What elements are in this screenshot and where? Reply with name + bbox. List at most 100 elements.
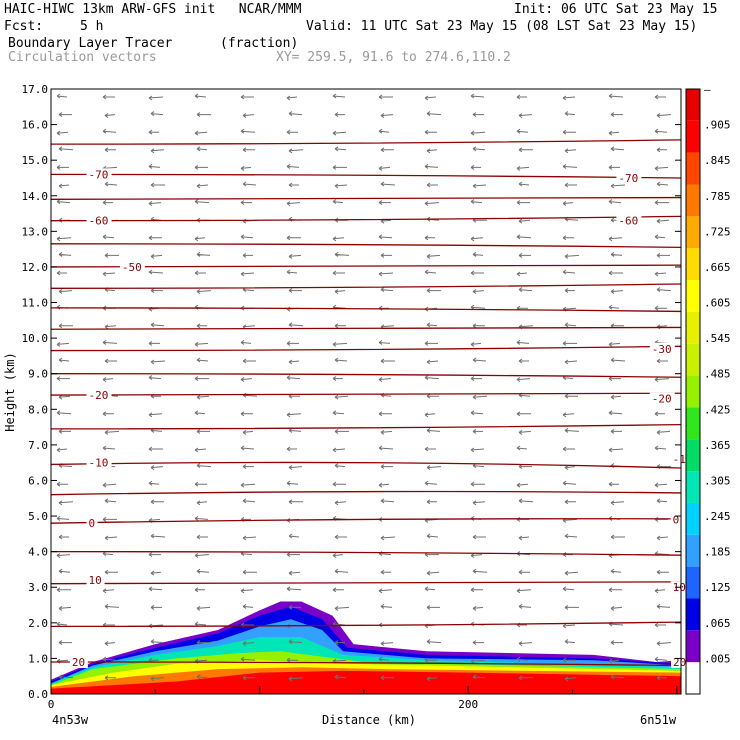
vector-arrow [380, 113, 394, 119]
vector-arrow [472, 289, 485, 295]
vector-arrow [288, 111, 303, 117]
vector-arrow [470, 304, 486, 310]
vector-arrow [654, 656, 668, 662]
vector-arrow [150, 253, 163, 259]
contour-label: 0 [673, 514, 680, 527]
vector-arrow [470, 553, 483, 559]
x-endpoint-right: 6n51w [640, 713, 677, 727]
vector-arrow [332, 270, 345, 276]
vector-arrow [56, 270, 67, 276]
vector-arrow [610, 500, 625, 506]
vector-arrow [424, 657, 437, 663]
tracer-fill-0.905 [51, 670, 681, 694]
vector-arrow [516, 411, 531, 417]
vector-arrow [380, 675, 394, 681]
vector-arrow [56, 341, 70, 347]
vector-arrow [240, 377, 253, 383]
vector-arrow [288, 533, 300, 539]
vector-arrow [196, 394, 210, 400]
vector-arrow [102, 200, 113, 206]
vector-arrow [58, 357, 70, 363]
vector-arrow [654, 305, 667, 311]
vector-arrow [424, 235, 435, 241]
vector-arrow [286, 480, 299, 486]
contour-label: -70 [618, 172, 638, 185]
colorbar-cell [686, 630, 700, 663]
colorbar-cell [686, 216, 700, 249]
vector-arrow [378, 339, 391, 345]
vector-arrow [332, 93, 346, 99]
vector-arrow [470, 376, 482, 382]
vector-arrow [334, 674, 347, 680]
contour-label-bg [649, 342, 675, 355]
contour-line [50, 621, 682, 628]
vector-arrow [194, 553, 210, 559]
contour-line [50, 518, 682, 524]
vector-arrow [196, 323, 207, 329]
vector-arrow [194, 621, 207, 627]
vector-arrow [564, 570, 579, 576]
vector-arrow [426, 427, 441, 433]
vector-arrow [240, 234, 254, 240]
vector-arrow [242, 113, 255, 119]
vector-arrow [150, 288, 163, 294]
vector-arrow [608, 658, 620, 664]
vector-arrow [240, 165, 252, 171]
vector-arrow [240, 339, 252, 345]
vector-arrow [58, 323, 73, 329]
vector-arrow [148, 480, 160, 486]
contour-label: -30 [652, 343, 672, 356]
vector-arrow [656, 252, 670, 258]
vector-arrow [288, 253, 302, 259]
vector-arrow [288, 359, 300, 365]
vector-arrow [654, 128, 668, 134]
vector-arrow [56, 130, 69, 136]
vector-arrow [518, 641, 533, 647]
contour-line [50, 461, 682, 469]
vector-arrow [424, 412, 436, 418]
x-tick-label: 200 [458, 698, 478, 711]
vector-arrow [58, 428, 71, 434]
vector-arrow [288, 322, 304, 328]
vector-arrow [332, 236, 345, 242]
vector-arrow [332, 164, 347, 170]
vector-arrow [332, 376, 343, 382]
vector-arrow [102, 339, 118, 345]
vector-arrow [426, 604, 440, 610]
vector-field-name: Circulation vectors [8, 50, 157, 65]
vector-arrow [564, 148, 577, 154]
vector-arrow [286, 95, 298, 101]
vector-arrow [470, 481, 485, 487]
vector-arrow [656, 287, 672, 293]
vector-arrow [56, 621, 68, 627]
vector-arrow [332, 447, 346, 453]
vector-arrow [242, 498, 256, 504]
vector-arrow [58, 146, 74, 152]
vector-arrow [518, 252, 531, 258]
y-tick-label: 12.0 [22, 261, 49, 274]
vector-arrow [424, 340, 438, 346]
vector-arrow [194, 199, 210, 205]
contour-label: 20 [673, 656, 686, 669]
colorbar-label: .785 [704, 190, 731, 203]
colorbar-cell [686, 120, 700, 153]
colorbar-cell [686, 184, 700, 217]
vector-arrow [288, 639, 303, 645]
vector-arrow [472, 605, 484, 611]
vector-arrow [102, 377, 114, 383]
vector-arrow [378, 482, 390, 488]
vector-arrow [424, 375, 440, 381]
vector-arrow [472, 674, 486, 680]
y-tick-label: 8.0 [28, 403, 48, 416]
colorbar-label: .245 [704, 510, 731, 523]
colorbar-label: .665 [704, 261, 731, 274]
vector-arrow [608, 481, 619, 487]
contour-line [50, 423, 682, 430]
fcst-value: 5 h [80, 19, 104, 34]
vector-arrow [608, 587, 622, 593]
vector-arrow [610, 357, 626, 363]
vector-arrow [470, 658, 486, 664]
valid-time: Valid: 11 UTC Sat 23 May 15 (08 LST Sat … [306, 19, 698, 34]
vector-arrow [608, 270, 623, 276]
vector-arrow [564, 111, 576, 117]
